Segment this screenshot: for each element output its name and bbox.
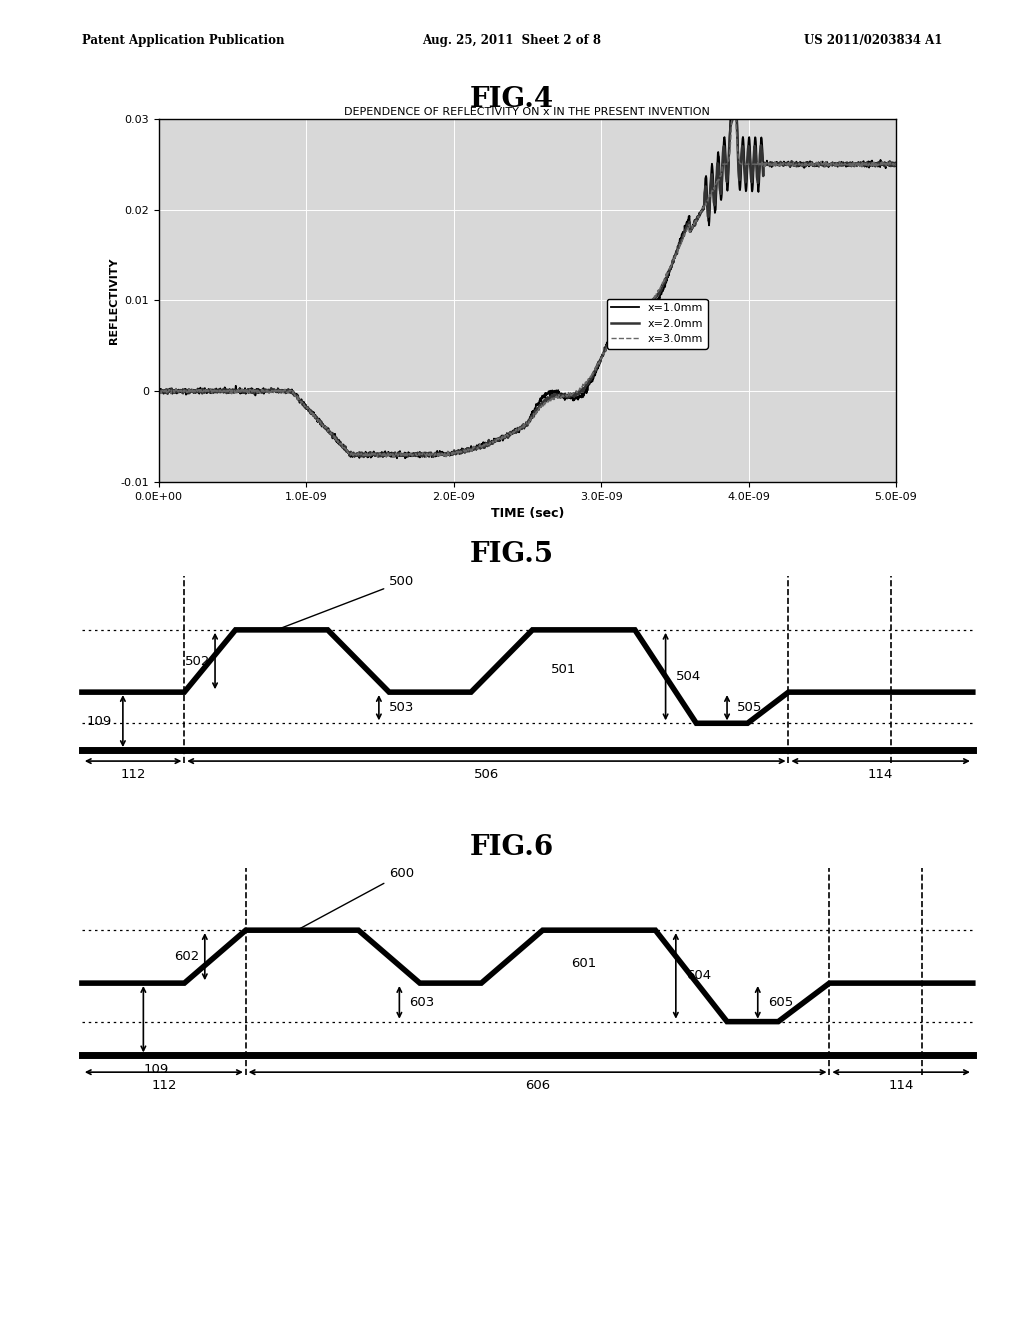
- x=1.0mm: [869, 157, 882, 173]
- Text: 109: 109: [87, 714, 113, 727]
- x=1.0mm: [890, 157, 902, 173]
- x=2.0mm: [734, 170, 746, 186]
- x=3.0mm: [890, 157, 902, 173]
- x=3.0mm: [868, 156, 881, 172]
- Text: 505: 505: [737, 701, 763, 714]
- x=1.0mm: [190, 384, 203, 400]
- x=2.0mm: [153, 384, 165, 400]
- Text: 109: 109: [143, 1063, 169, 1076]
- Text: 604: 604: [686, 969, 712, 982]
- x=2.0mm: [868, 157, 881, 173]
- Y-axis label: REFLECTIVITY: REFLECTIVITY: [109, 257, 119, 343]
- x=1.0mm: [511, 422, 523, 438]
- X-axis label: TIME (sec): TIME (sec): [490, 507, 564, 520]
- Text: 506: 506: [474, 768, 499, 780]
- x=2.0mm: [492, 433, 504, 449]
- x=3.0mm: [420, 450, 432, 466]
- Text: 112: 112: [121, 768, 145, 780]
- x=2.0mm: [357, 449, 370, 465]
- Text: 605: 605: [768, 995, 794, 1008]
- x=3.0mm: [153, 384, 165, 400]
- Text: Aug. 25, 2011  Sheet 2 of 8: Aug. 25, 2011 Sheet 2 of 8: [423, 34, 601, 48]
- x=1.0mm: [868, 156, 881, 172]
- Text: 114: 114: [868, 768, 893, 780]
- x=1.0mm: [391, 450, 403, 466]
- Text: 114: 114: [889, 1080, 913, 1093]
- Line: x=2.0mm: x=2.0mm: [159, 98, 896, 457]
- Text: 603: 603: [410, 995, 435, 1008]
- x=2.0mm: [890, 156, 902, 172]
- x=1.0mm: [734, 182, 746, 198]
- Text: FIG.5: FIG.5: [470, 541, 554, 568]
- x=2.0mm: [869, 158, 882, 174]
- Text: US 2011/0203834 A1: US 2011/0203834 A1: [804, 34, 942, 48]
- Text: 112: 112: [152, 1080, 176, 1093]
- Line: x=1.0mm: x=1.0mm: [159, 103, 896, 458]
- Text: 606: 606: [525, 1080, 550, 1093]
- Text: 500: 500: [280, 576, 415, 628]
- Text: 504: 504: [676, 671, 701, 682]
- x=2.0mm: [190, 384, 203, 400]
- Legend: x=1.0mm, x=2.0mm, x=3.0mm: x=1.0mm, x=2.0mm, x=3.0mm: [606, 298, 708, 348]
- x=3.0mm: [734, 156, 746, 172]
- Title: DEPENDENCE OF REFLECTIVITY ON x IN THE PRESENT INVENTION: DEPENDENCE OF REFLECTIVITY ON x IN THE P…: [344, 107, 711, 116]
- Line: x=3.0mm: x=3.0mm: [159, 91, 896, 458]
- x=1.0mm: [730, 95, 742, 111]
- x=2.0mm: [729, 90, 741, 106]
- x=3.0mm: [492, 430, 504, 446]
- Text: 602: 602: [174, 950, 200, 964]
- Text: FIG.6: FIG.6: [470, 834, 554, 861]
- x=3.0mm: [869, 157, 882, 173]
- x=3.0mm: [511, 424, 523, 440]
- Text: 501: 501: [551, 664, 575, 676]
- Text: FIG.4: FIG.4: [470, 86, 554, 112]
- Text: 503: 503: [389, 701, 415, 714]
- x=1.0mm: [153, 383, 165, 399]
- x=3.0mm: [728, 83, 740, 99]
- Text: 600: 600: [299, 867, 415, 929]
- x=1.0mm: [492, 430, 504, 446]
- Text: 502: 502: [184, 655, 210, 668]
- Text: 601: 601: [571, 957, 596, 970]
- x=2.0mm: [511, 420, 523, 436]
- Text: Patent Application Publication: Patent Application Publication: [82, 34, 285, 48]
- x=3.0mm: [190, 381, 203, 397]
